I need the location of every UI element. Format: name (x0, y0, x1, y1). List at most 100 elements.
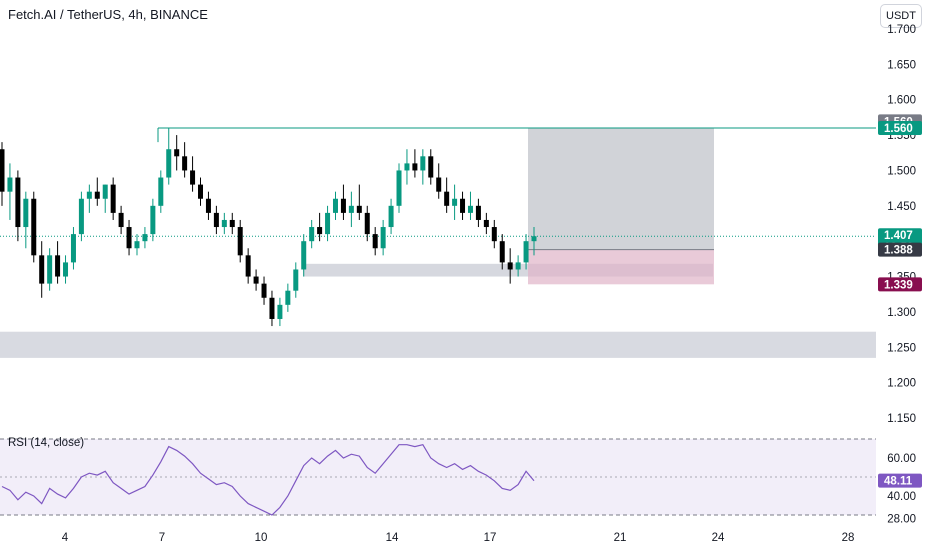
candle-body (340, 198, 346, 213)
candle (237, 219, 243, 263)
candle-body (499, 241, 505, 263)
rsi-line (1, 444, 535, 516)
candle (301, 234, 307, 277)
candle-body (39, 255, 45, 284)
entry-price-label: 1.388 (878, 242, 922, 257)
candle (388, 198, 394, 235)
currency-button[interactable]: USDT (880, 4, 922, 28)
candle-body (420, 156, 426, 171)
rsi-y-tick-label: 60.00 (887, 453, 916, 465)
target-price-label-text: 1.560 (884, 123, 913, 135)
candle (7, 163, 13, 220)
target-zone (528, 128, 714, 250)
candle (142, 227, 148, 249)
candle (269, 290, 275, 327)
candle (507, 248, 513, 284)
candle (0, 142, 5, 206)
candle-body (174, 149, 180, 157)
candle-body (491, 227, 497, 242)
candle (118, 205, 124, 235)
candle (467, 191, 473, 220)
candle-body (452, 198, 458, 206)
candle-body (190, 170, 196, 185)
candle-body (460, 198, 466, 213)
candle (150, 198, 156, 242)
candle (245, 248, 251, 284)
candle-body (380, 227, 386, 249)
candle (499, 234, 505, 270)
candle (23, 191, 29, 249)
candle (261, 276, 267, 305)
x-tick-label: 24 (712, 532, 725, 544)
candle-body (126, 227, 132, 249)
candle-body (444, 191, 450, 206)
y-tick-label: 1.700 (887, 24, 916, 36)
candle-body (86, 191, 92, 199)
candle-body (78, 198, 84, 235)
candle-body (396, 170, 402, 206)
y-tick-label: 1.300 (887, 307, 916, 319)
rsi-current-label: 48.11 (878, 473, 922, 488)
candle (452, 184, 458, 220)
candle (126, 219, 132, 256)
candle-body (0, 149, 5, 192)
candle-body (110, 184, 116, 213)
candle-body (325, 212, 331, 235)
candle-body (483, 219, 489, 228)
candle (356, 184, 362, 220)
candle (78, 191, 84, 242)
target-price-label: 1.560 (878, 121, 922, 136)
x-tick-label: 7 (159, 532, 165, 544)
candle (380, 219, 386, 256)
stop-zone (528, 249, 714, 285)
entry-price-label-box (878, 242, 922, 257)
candle (420, 149, 426, 185)
y-tick-label: 1.200 (887, 378, 916, 390)
candle (293, 262, 299, 298)
candle (205, 191, 211, 220)
candle-body (348, 205, 354, 213)
candle (70, 227, 76, 270)
candle-body (166, 149, 172, 178)
candle (460, 191, 466, 220)
candle-body (332, 198, 338, 213)
candle-body (388, 205, 394, 228)
candle-body (237, 227, 243, 256)
stop-price-label-box (878, 277, 922, 292)
candle (15, 170, 21, 242)
candle-body (531, 236, 537, 242)
y-tick-label: 1.450 (887, 201, 916, 213)
candle-body (198, 184, 204, 199)
candle-body (309, 227, 315, 242)
candle-body (213, 212, 219, 228)
candle-body (356, 205, 362, 213)
candle-body (428, 156, 434, 178)
candle (253, 269, 259, 291)
candle (285, 283, 291, 312)
candle (412, 149, 418, 178)
candle-body (70, 234, 76, 263)
candle-body (229, 219, 235, 228)
candle (102, 184, 108, 213)
candle-body (436, 177, 442, 192)
candle (444, 177, 450, 213)
candle-body (134, 241, 140, 249)
candle-body (277, 304, 283, 319)
stop-price-label-text: 1.339 (884, 279, 913, 291)
candle-body (158, 177, 164, 206)
candle (134, 234, 140, 256)
rsi-current-box (878, 473, 922, 488)
candle-body (7, 177, 13, 192)
candle (166, 128, 172, 185)
candle (396, 163, 402, 213)
candle-body (364, 212, 370, 235)
candle (110, 177, 116, 220)
candle-body (205, 198, 211, 213)
candle (213, 205, 219, 235)
candle-body (63, 262, 69, 277)
candle (531, 227, 537, 256)
candle-body (269, 297, 275, 319)
candle-body (467, 205, 473, 213)
candle-body (515, 262, 521, 270)
